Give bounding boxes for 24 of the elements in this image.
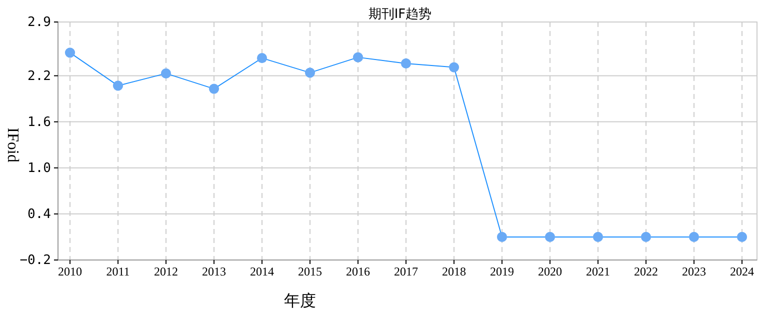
y-tick-label: 1.0 (28, 161, 51, 176)
x-tick-label: 2019 (490, 264, 514, 279)
x-tick-label: 2018 (442, 264, 466, 279)
x-tick-label: 2016 (346, 264, 370, 279)
x-tick-label: 2011 (106, 264, 130, 279)
y-tick-label: −0.2 (20, 253, 51, 268)
x-tick-label: 2024 (730, 264, 754, 279)
x-tick-label: 2014 (250, 264, 274, 279)
x-tick-label: 2012 (154, 264, 178, 279)
y-axis-title: IFoid (4, 128, 21, 162)
x-tick-label: 2023 (682, 264, 706, 279)
x-tick-label: 2017 (394, 264, 418, 279)
x-tick-label: 2013 (202, 264, 226, 279)
y-tick-label: 2.9 (28, 15, 51, 30)
x-tick-label: 2015 (298, 264, 322, 279)
x-tick-label: 2020 (538, 264, 562, 279)
x-tick-label: 2022 (634, 264, 658, 279)
x-tick-label: 2021 (586, 264, 610, 279)
y-tick-label: 2.2 (28, 68, 51, 84)
x-tick-label: 2010 (58, 264, 82, 279)
x-axis-title: 年度 (284, 291, 316, 310)
y-tick-label: 1.6 (28, 114, 51, 130)
y-tick-label: 0.4 (28, 207, 52, 222)
chart-title: 期刊IF趋势 (368, 7, 432, 22)
